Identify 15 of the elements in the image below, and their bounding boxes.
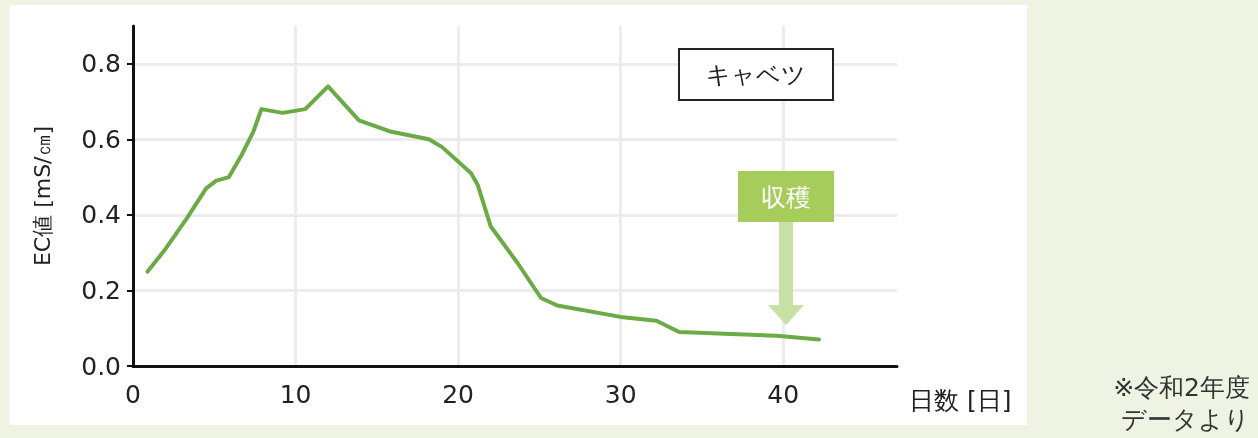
annotation: キャベツ	[706, 61, 806, 89]
y-tick-label: 0.6	[81, 124, 121, 154]
x-tick-label: 30	[604, 380, 637, 409]
y-tick-label: 0.0	[81, 351, 121, 381]
y-tick-label: 0.4	[81, 200, 121, 230]
y-tick-label: 0.8	[81, 49, 121, 79]
x-tick-label: 10	[279, 380, 312, 409]
x-tick-label: 0	[125, 380, 141, 409]
x-tick-label: 40	[767, 380, 800, 409]
annotation: 収穫	[761, 182, 811, 212]
x-axis-title: 日数 [日]	[909, 386, 1012, 415]
y-axis-title: EC値 [mS/㎝]	[29, 125, 55, 267]
y-tick-label: 0.2	[81, 275, 121, 305]
text: ※令和2年度データより	[1112, 372, 1250, 436]
x-tick-label: 20	[442, 380, 475, 409]
